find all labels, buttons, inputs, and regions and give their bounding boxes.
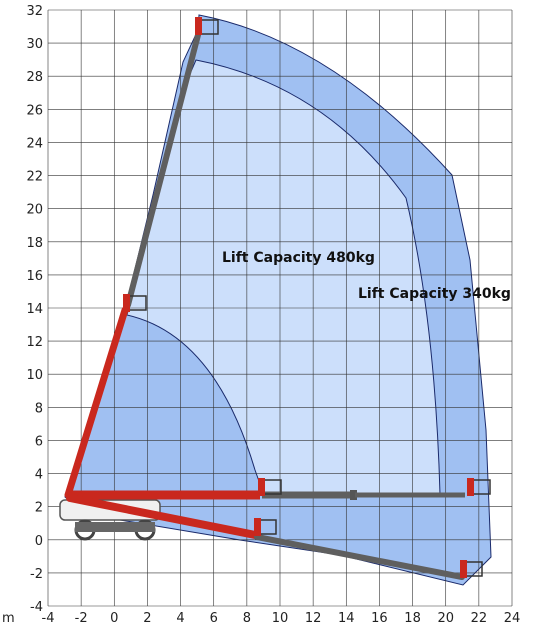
y-tick-label: 22 xyxy=(26,170,43,185)
x-tick-label: 18 xyxy=(404,611,421,626)
y-tick-label: 32 xyxy=(26,4,43,19)
y-tick-label: 14 xyxy=(26,302,43,317)
x-axis-ticks: -4 -2 0 2 4 6 8 10 12 14 16 18 20 22 24 xyxy=(42,611,521,626)
y-tick-label: 10 xyxy=(26,368,43,383)
y-tick-label: 8 xyxy=(35,401,43,416)
y-tick-label: 4 xyxy=(35,468,43,483)
y-tick-label: -4 xyxy=(30,600,43,615)
x-tick-label: 0 xyxy=(110,611,118,626)
basket-lower-near xyxy=(254,518,277,536)
x-tick-label: 16 xyxy=(371,611,388,626)
x-tick-label: 8 xyxy=(243,611,251,626)
x-tick-label: 14 xyxy=(338,611,355,626)
x-tick-label: -2 xyxy=(75,611,88,626)
grid xyxy=(47,9,513,607)
y-tick-label: 20 xyxy=(26,203,43,218)
y-tick-label: 26 xyxy=(26,103,43,118)
x-tick-label: 6 xyxy=(210,611,218,626)
basket-horizontal-near xyxy=(258,478,282,496)
y-tick-label: 18 xyxy=(26,236,43,251)
x-tick-label: 22 xyxy=(471,611,488,626)
boom-main-vertical xyxy=(64,32,465,580)
basket-horizontal-far xyxy=(467,478,491,496)
y-tick-label: 24 xyxy=(26,136,43,151)
y-tick-label: 16 xyxy=(26,269,43,284)
x-tick-label: 12 xyxy=(305,611,322,626)
y-tick-label: 12 xyxy=(26,335,43,350)
x-tick-label: 4 xyxy=(176,611,184,626)
x-tick-label: 20 xyxy=(437,611,454,626)
basket-top xyxy=(195,17,219,35)
x-tick-label: -4 xyxy=(42,611,55,626)
x-tick-label: 2 xyxy=(143,611,151,626)
unit-label: m xyxy=(2,611,15,626)
y-tick-label: -2 xyxy=(30,567,43,582)
label-480kg: Lift Capacity 480kg xyxy=(222,250,375,266)
x-tick-label: 10 xyxy=(272,611,289,626)
x-tick-label: 24 xyxy=(504,611,521,626)
y-tick-label: 28 xyxy=(26,70,43,85)
y-tick-label: 6 xyxy=(35,434,43,449)
y-tick-label: 2 xyxy=(35,501,43,516)
zone-480kg xyxy=(126,59,441,499)
y-tick-label: 0 xyxy=(35,534,43,549)
label-340kg: Lift Capacity 340kg xyxy=(358,286,511,302)
basket-mid xyxy=(123,294,147,312)
basket-lower-far xyxy=(460,560,483,578)
y-tick-label: 30 xyxy=(26,37,43,52)
